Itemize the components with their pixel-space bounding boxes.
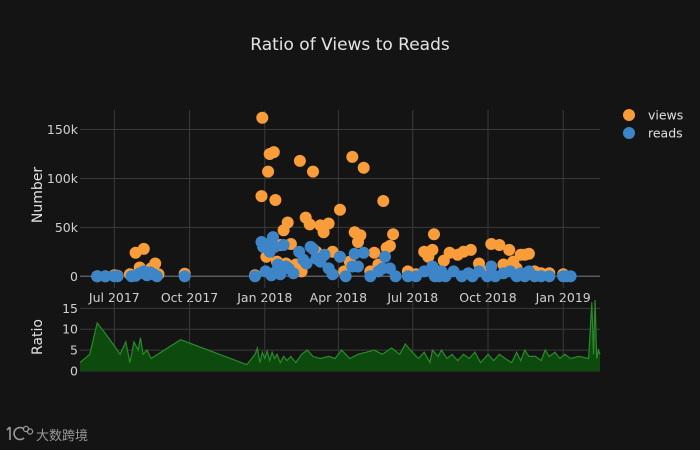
point-reads[interactable] bbox=[357, 246, 370, 259]
point-views[interactable] bbox=[464, 243, 477, 256]
ratio-y-tick-label: 0 bbox=[70, 364, 78, 379]
ratio-line[interactable] bbox=[79, 299, 601, 366]
main-plot-tick-labels: Jul 2017 Oct 2017 Jan 2018 Apr 2018 Jul 2018… bbox=[47, 122, 591, 305]
point-views[interactable] bbox=[368, 246, 381, 259]
point-views[interactable] bbox=[269, 194, 282, 206]
watermark-logo: 大数跨境 bbox=[6, 425, 88, 444]
legend-marker-reads bbox=[623, 127, 635, 139]
series-reads bbox=[91, 231, 577, 283]
chart-title: Ratio of Views to Reads bbox=[250, 35, 450, 55]
ratio-y-tick-label: 15 bbox=[62, 301, 78, 316]
point-views[interactable] bbox=[303, 218, 316, 231]
point-reads[interactable] bbox=[339, 270, 352, 283]
ratio-y-tick-label: 10 bbox=[62, 322, 78, 337]
point-reads[interactable] bbox=[326, 268, 339, 281]
watermark-text: 大数跨境 bbox=[36, 429, 88, 444]
x-tick-label: Jan 2019 bbox=[535, 290, 591, 305]
main-y-axis-title: Number bbox=[30, 167, 46, 223]
point-views[interactable] bbox=[262, 165, 275, 178]
point-reads[interactable] bbox=[352, 260, 364, 273]
point-views[interactable] bbox=[149, 257, 162, 270]
point-views[interactable] bbox=[377, 195, 390, 207]
ratio-plot-area bbox=[79, 299, 601, 371]
logo-c-stroke bbox=[13, 426, 25, 441]
point-reads[interactable] bbox=[307, 242, 319, 255]
point-views[interactable] bbox=[493, 239, 506, 251]
point-reads[interactable] bbox=[564, 270, 577, 283]
point-views[interactable] bbox=[281, 216, 294, 229]
ratio-y-axis-title: Ratio bbox=[30, 319, 46, 355]
point-views[interactable] bbox=[317, 226, 330, 239]
point-views[interactable] bbox=[307, 165, 319, 178]
point-reads[interactable] bbox=[389, 270, 402, 283]
point-views[interactable] bbox=[322, 217, 335, 230]
logo-small-circle-2 bbox=[26, 428, 34, 435]
legend-marker-views bbox=[623, 109, 635, 121]
point-views[interactable] bbox=[426, 243, 439, 256]
point-reads[interactable] bbox=[277, 239, 290, 251]
point-views[interactable] bbox=[354, 229, 367, 242]
point-reads[interactable] bbox=[485, 260, 498, 273]
point-reads[interactable] bbox=[543, 270, 556, 283]
point-views[interactable] bbox=[357, 161, 370, 174]
point-reads[interactable] bbox=[300, 257, 313, 270]
main-y-tick-label: 0 bbox=[70, 269, 78, 284]
main-y-tick-label: 50k bbox=[55, 220, 79, 235]
main-y-tick-label: 100k bbox=[47, 171, 79, 186]
point-reads[interactable] bbox=[99, 270, 112, 283]
x-tick-label: Oct 2017 bbox=[161, 290, 218, 305]
point-reads[interactable] bbox=[348, 247, 361, 260]
point-views[interactable] bbox=[383, 239, 396, 252]
ratio-area-fill bbox=[80, 300, 600, 371]
point-reads[interactable] bbox=[379, 250, 391, 263]
point-views[interactable] bbox=[255, 190, 268, 203]
point-views[interactable] bbox=[428, 228, 440, 241]
x-tick-label: Apr 2018 bbox=[310, 290, 367, 305]
legend-item-views[interactable]: views bbox=[623, 108, 683, 123]
legend-item-reads[interactable]: reads bbox=[623, 126, 683, 141]
point-views[interactable] bbox=[346, 150, 359, 163]
point-reads[interactable] bbox=[268, 240, 281, 253]
point-reads[interactable] bbox=[318, 248, 331, 261]
point-reads[interactable] bbox=[150, 270, 163, 283]
x-tick-label: Oct 2018 bbox=[459, 290, 516, 305]
ratio-plot-tick-labels: 0 5 10 15 bbox=[62, 301, 78, 379]
point-views[interactable] bbox=[387, 228, 400, 241]
point-views[interactable] bbox=[334, 203, 346, 216]
legend-label-reads: reads bbox=[648, 126, 683, 141]
x-tick-label: Jul 2017 bbox=[88, 290, 140, 305]
point-views[interactable] bbox=[137, 242, 150, 255]
point-views[interactable] bbox=[522, 247, 535, 260]
point-reads[interactable] bbox=[426, 260, 439, 273]
point-views[interactable] bbox=[267, 146, 280, 159]
ratio-y-tick-label: 5 bbox=[70, 343, 78, 358]
x-tick-label: Jul 2018 bbox=[386, 290, 438, 305]
main-y-tick-label: 150k bbox=[47, 122, 79, 137]
point-reads[interactable] bbox=[287, 267, 300, 280]
point-views[interactable] bbox=[293, 154, 306, 167]
point-reads[interactable] bbox=[249, 270, 261, 283]
point-reads[interactable] bbox=[178, 270, 191, 283]
point-views[interactable] bbox=[503, 243, 516, 256]
point-reads[interactable] bbox=[267, 231, 279, 244]
legend-label-views: views bbox=[648, 108, 683, 123]
legend: views reads bbox=[623, 108, 683, 141]
point-views[interactable] bbox=[256, 111, 269, 124]
main-plot-points bbox=[91, 111, 577, 283]
logo-one-stroke bbox=[6, 426, 11, 440]
point-reads[interactable] bbox=[111, 270, 124, 283]
x-tick-label: Jan 2018 bbox=[236, 290, 292, 305]
point-reads[interactable] bbox=[535, 270, 548, 283]
point-reads[interactable] bbox=[334, 250, 346, 263]
